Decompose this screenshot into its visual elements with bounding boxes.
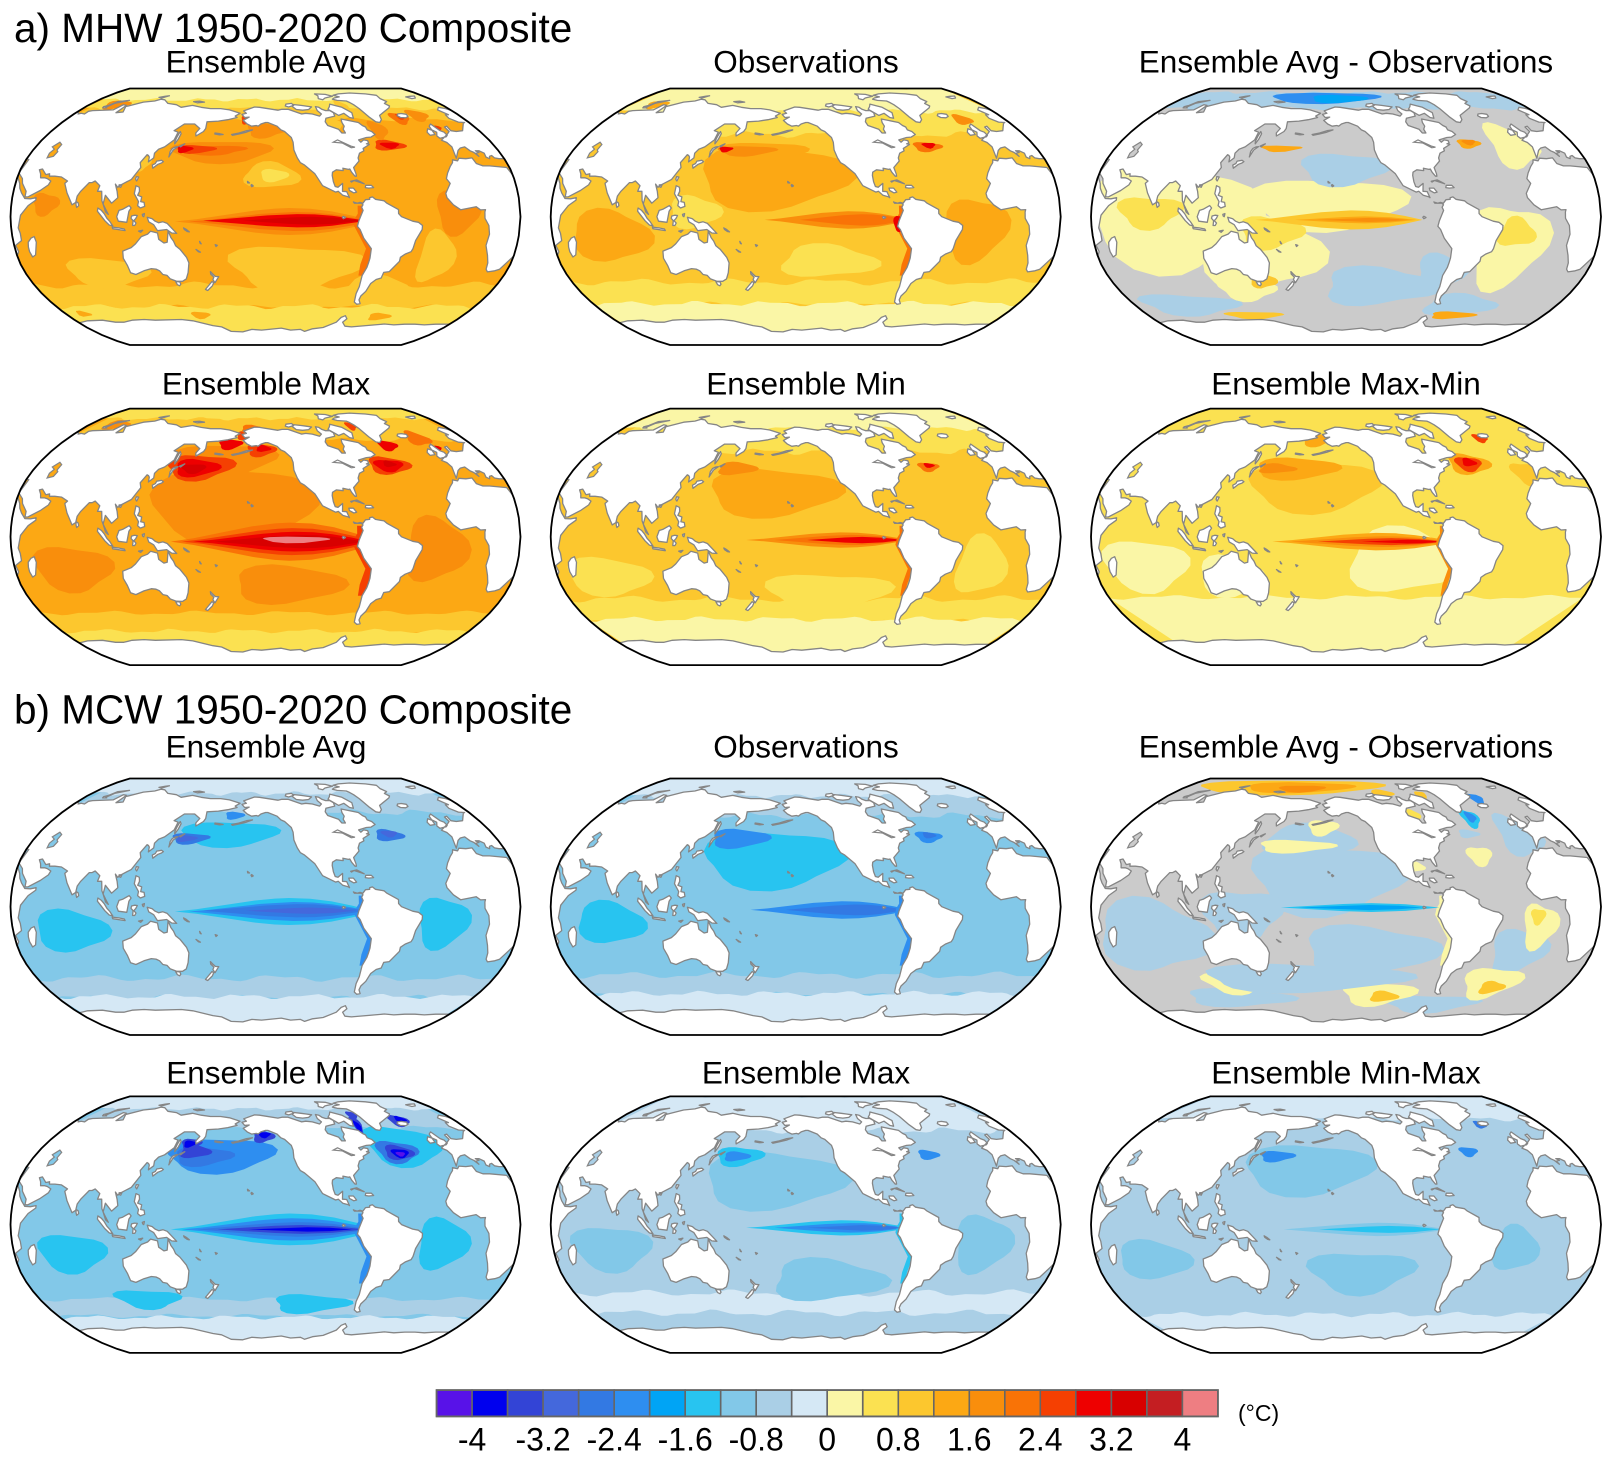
svg-text:Ensemble Avg - Observations: Ensemble Avg - Observations — [1139, 44, 1553, 80]
svg-text:0.8: 0.8 — [876, 1422, 920, 1458]
svg-text:-1.6: -1.6 — [658, 1422, 713, 1458]
svg-text:Ensemble Avg: Ensemble Avg — [166, 729, 367, 765]
svg-text:Observations: Observations — [713, 44, 899, 80]
svg-text:Observations: Observations — [713, 729, 899, 765]
svg-text:Ensemble Max: Ensemble Max — [702, 1055, 911, 1091]
svg-text:Ensemble Min: Ensemble Min — [166, 1055, 366, 1091]
svg-text:2.4: 2.4 — [1018, 1422, 1062, 1458]
svg-text:-2.4: -2.4 — [587, 1422, 642, 1458]
svg-text:-4: -4 — [458, 1422, 486, 1458]
svg-text:Ensemble Min: Ensemble Min — [706, 366, 906, 402]
svg-text:Ensemble Max: Ensemble Max — [162, 366, 371, 402]
svg-text:-0.8: -0.8 — [729, 1422, 784, 1458]
svg-text:Ensemble Min-Max: Ensemble Min-Max — [1211, 1055, 1481, 1091]
svg-text:Ensemble Max-Min: Ensemble Max-Min — [1211, 366, 1481, 402]
svg-text:Ensemble Avg: Ensemble Avg — [166, 44, 367, 80]
svg-text:4: 4 — [1174, 1422, 1192, 1458]
svg-text:1.6: 1.6 — [947, 1422, 991, 1458]
svg-text:(°C): (°C) — [1238, 1400, 1279, 1426]
svg-text:a) MHW 1950-2020 Composite: a) MHW 1950-2020 Composite — [14, 5, 572, 51]
svg-text:0: 0 — [818, 1422, 836, 1458]
svg-text:b) MCW 1950-2020 Composite: b) MCW 1950-2020 Composite — [14, 687, 572, 733]
svg-text:-3.2: -3.2 — [516, 1422, 571, 1458]
svg-text:3.2: 3.2 — [1089, 1422, 1133, 1458]
svg-text:Ensemble Avg - Observations: Ensemble Avg - Observations — [1139, 729, 1553, 765]
